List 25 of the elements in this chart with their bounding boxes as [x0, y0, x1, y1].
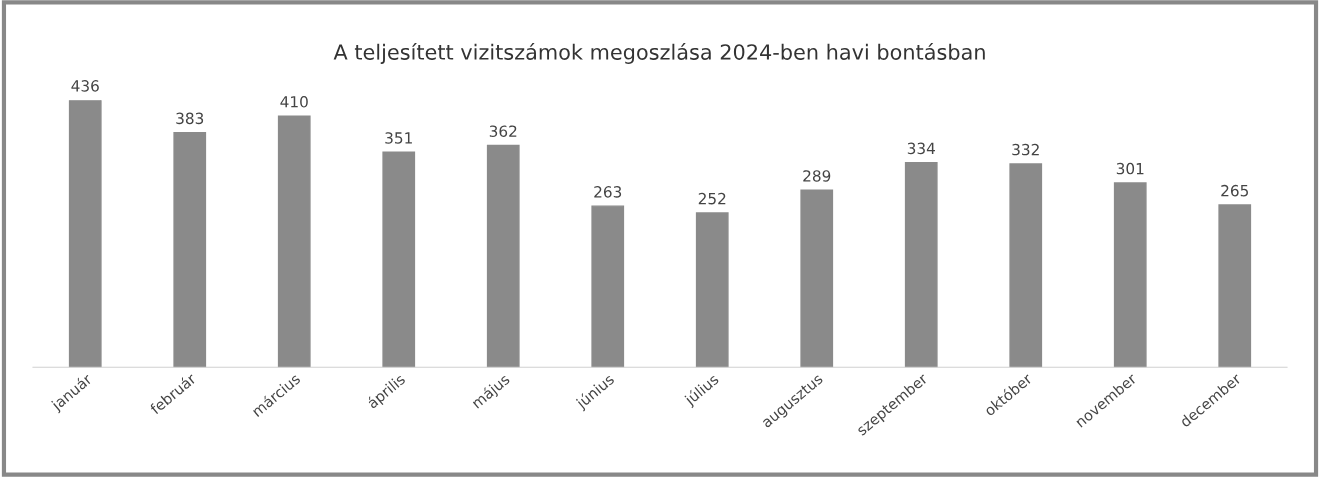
data-label: 410	[280, 96, 308, 108]
bar	[904, 161, 938, 368]
bar	[800, 189, 834, 368]
data-label: 301	[1116, 162, 1144, 175]
data-label: 252	[698, 192, 726, 205]
data-label: 383	[176, 112, 204, 125]
data-label: 289	[803, 170, 831, 182]
bar	[68, 100, 102, 368]
bar	[1218, 204, 1252, 368]
data-label: 351	[385, 132, 412, 144]
bar	[173, 131, 207, 368]
data-label: 334	[907, 142, 935, 155]
data-label: 263	[594, 186, 622, 198]
data-label: 332	[1012, 143, 1039, 156]
bar	[591, 205, 625, 368]
bar	[1113, 182, 1147, 368]
chart-title: A teljesített vizitszámok megoszlása 2024-ben havi bontásban	[333, 42, 985, 64]
bar	[1009, 163, 1043, 368]
bar	[382, 151, 416, 368]
data-label: 362	[489, 125, 517, 137]
data-label: 436	[71, 80, 99, 92]
bar	[695, 212, 729, 368]
bar	[486, 144, 520, 368]
bar	[277, 115, 311, 368]
data-label: 265	[1221, 184, 1248, 197]
